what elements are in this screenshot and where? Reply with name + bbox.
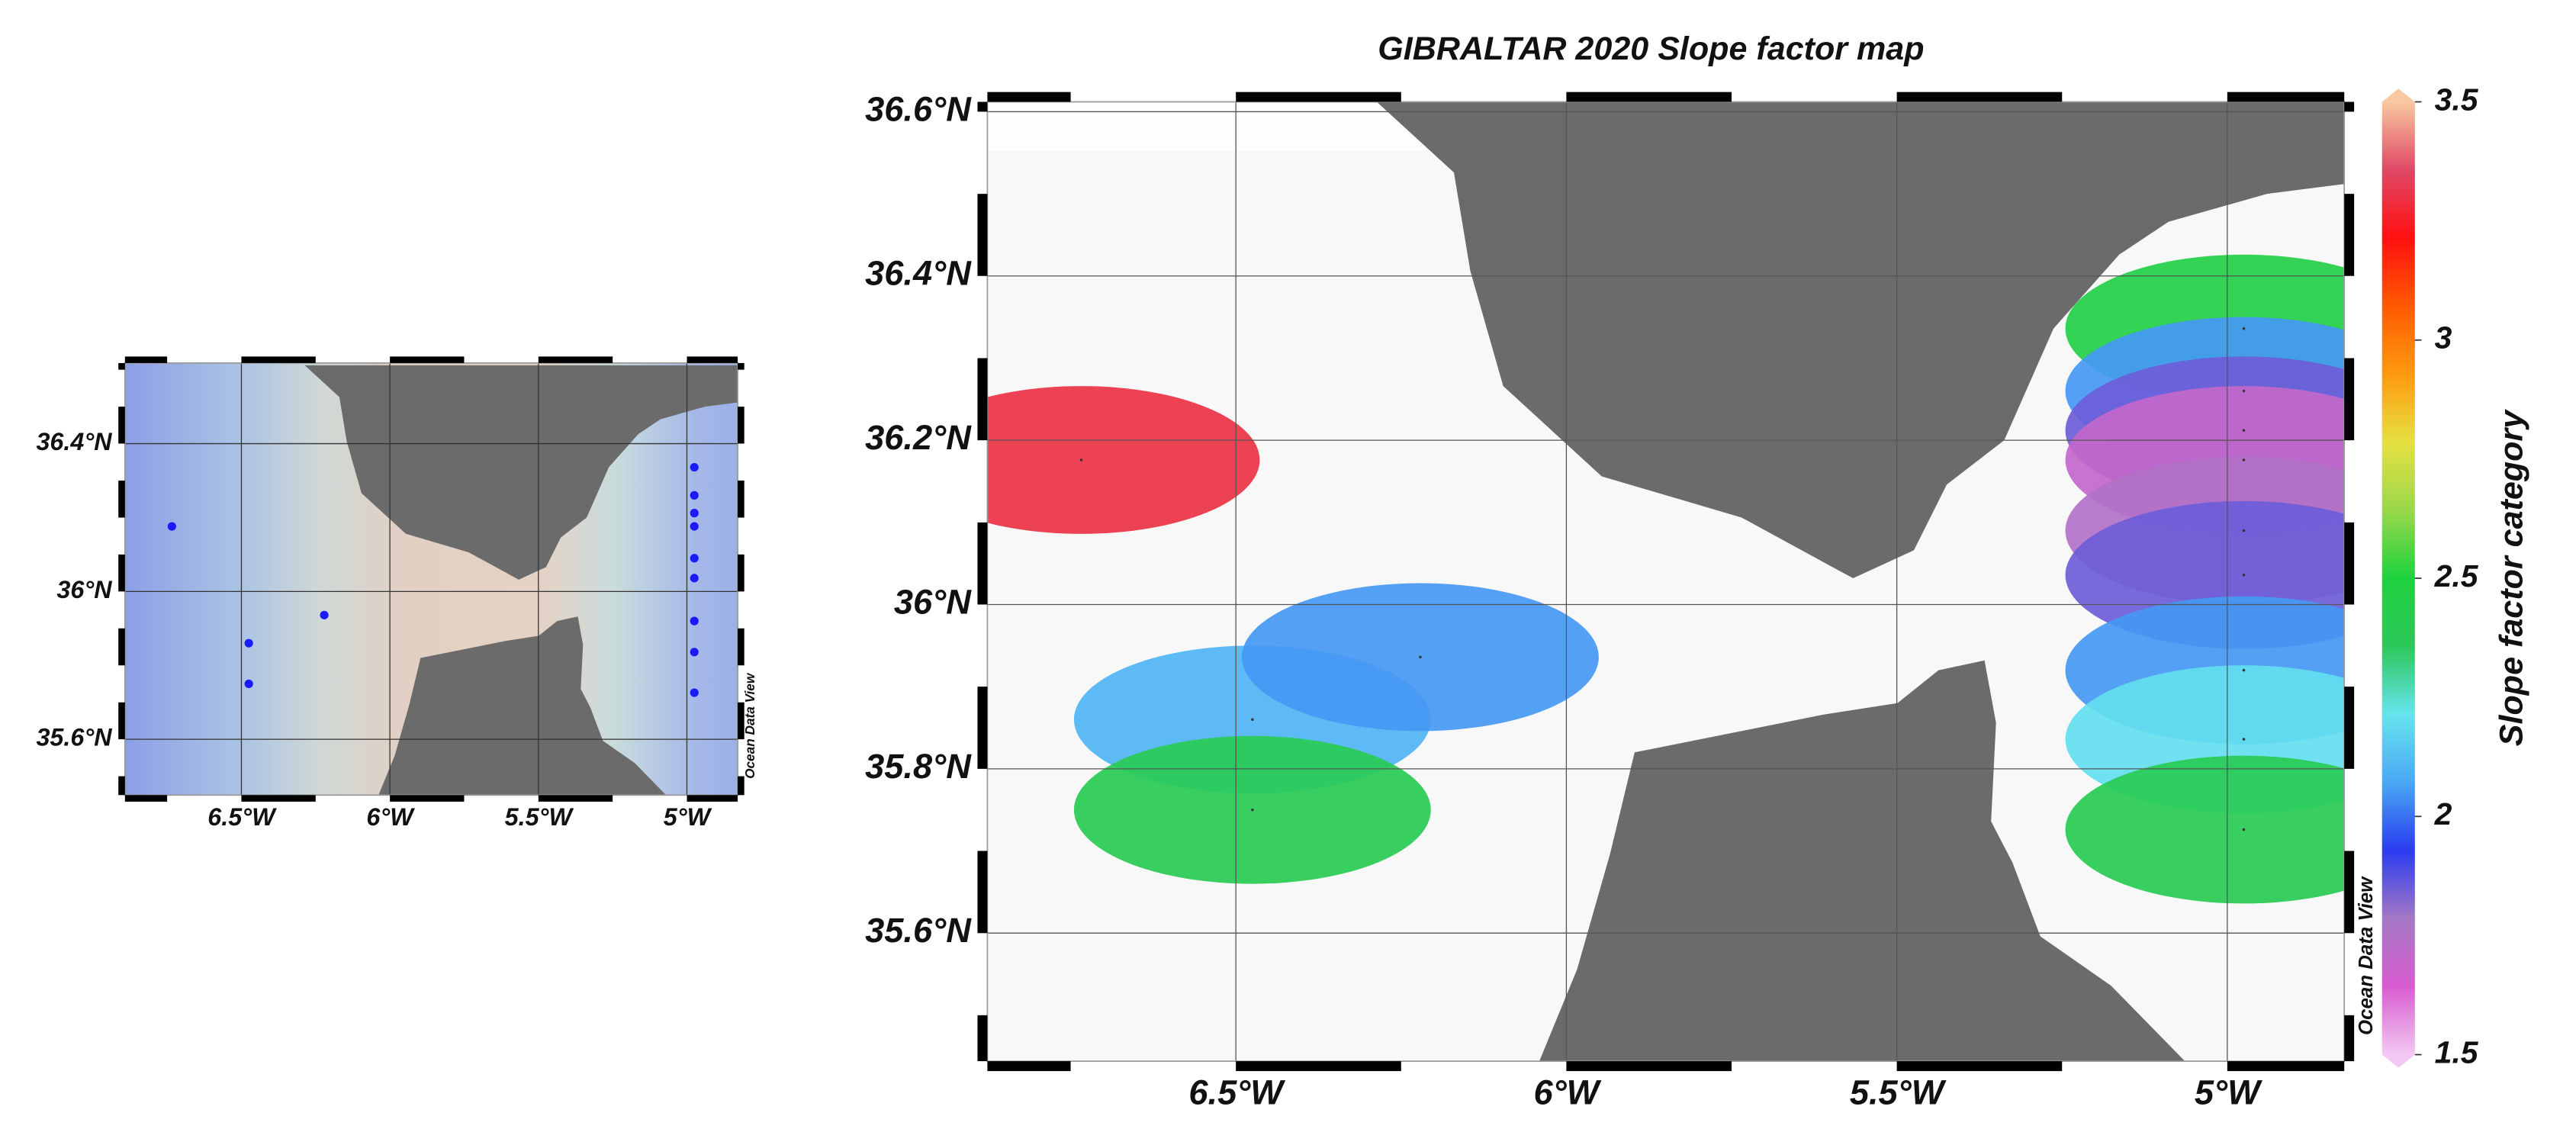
station-point bbox=[1251, 808, 1254, 812]
station-dot bbox=[690, 574, 699, 583]
station-dot bbox=[690, 522, 699, 531]
station-dot bbox=[690, 509, 699, 518]
station-point bbox=[2242, 828, 2246, 831]
x-tick-label: 5°W bbox=[664, 803, 712, 831]
station-point bbox=[2242, 574, 2246, 577]
station-point bbox=[2242, 458, 2246, 462]
colorbar-end bbox=[2381, 88, 2415, 102]
land bbox=[1376, 101, 2345, 579]
map-title: GIBRALTAR 2020 Slope factor map bbox=[1378, 31, 1924, 67]
station-point bbox=[2242, 429, 2246, 432]
colorbar-end bbox=[2381, 1054, 2415, 1068]
station-dot bbox=[690, 648, 699, 657]
land-layer bbox=[1376, 101, 2345, 1062]
station-dot bbox=[690, 688, 699, 697]
y-tick-label: 36.4°N bbox=[865, 254, 972, 293]
y-tick-label: 36°N bbox=[56, 576, 112, 603]
station-point bbox=[2242, 668, 2246, 672]
station-dot bbox=[244, 679, 253, 689]
y-tick-label: 35.8°N bbox=[865, 747, 972, 786]
colorbar-tick-label: 1.5 bbox=[2435, 1034, 2479, 1069]
station-point bbox=[2242, 529, 2246, 532]
station-dot bbox=[244, 638, 253, 648]
colorbar-tick-label: 2.5 bbox=[2434, 558, 2479, 593]
station-dot bbox=[690, 616, 699, 626]
y-tick-label: 35.6°N bbox=[36, 724, 112, 751]
colorbar bbox=[2381, 101, 2415, 1055]
y-tick-label: 35.6°N bbox=[865, 911, 972, 950]
station-point bbox=[2242, 738, 2246, 741]
station-dot bbox=[167, 522, 176, 531]
blob-layer bbox=[987, 254, 2345, 904]
watermark: Ocean Data View bbox=[742, 672, 757, 779]
watermark: Ocean Data View bbox=[2356, 876, 2377, 1035]
x-tick-label: 5.5°W bbox=[505, 803, 574, 831]
station-dot bbox=[320, 610, 329, 619]
station-point bbox=[2242, 326, 2246, 330]
x-tick-label: 6°W bbox=[1533, 1073, 1601, 1112]
x-tick-label: 6°W bbox=[366, 803, 415, 831]
colorbar-tick-label: 3.5 bbox=[2435, 82, 2479, 117]
colorbar-tick-label: 2 bbox=[2434, 796, 2452, 831]
station-dot bbox=[690, 462, 699, 472]
station-point bbox=[1079, 458, 1083, 462]
colorbar-tick-label: 3 bbox=[2435, 320, 2452, 355]
station-point bbox=[2242, 389, 2246, 393]
land bbox=[304, 365, 738, 580]
station-dot bbox=[690, 490, 699, 500]
y-tick-label: 36.2°N bbox=[865, 418, 972, 457]
station-point bbox=[1419, 655, 1422, 659]
land bbox=[1539, 660, 2185, 1062]
x-tick-label: 6.5°W bbox=[207, 803, 277, 831]
y-tick-label: 36°N bbox=[894, 582, 972, 621]
x-tick-label: 6.5°W bbox=[1188, 1073, 1285, 1112]
slope-factor-blob bbox=[2065, 755, 2345, 904]
x-tick-label: 5.5°W bbox=[1850, 1073, 1947, 1112]
station-point bbox=[1251, 718, 1254, 721]
colorbar-label: Slope factor category bbox=[2493, 409, 2529, 746]
station-dot bbox=[690, 554, 699, 563]
x-tick-label: 5°W bbox=[2195, 1073, 2262, 1112]
land-layer bbox=[304, 365, 738, 796]
y-tick-label: 36.4°N bbox=[36, 428, 112, 455]
land bbox=[378, 616, 667, 796]
slope-factor-blob bbox=[987, 386, 1260, 534]
y-tick-label: 36.6°N bbox=[865, 89, 972, 128]
